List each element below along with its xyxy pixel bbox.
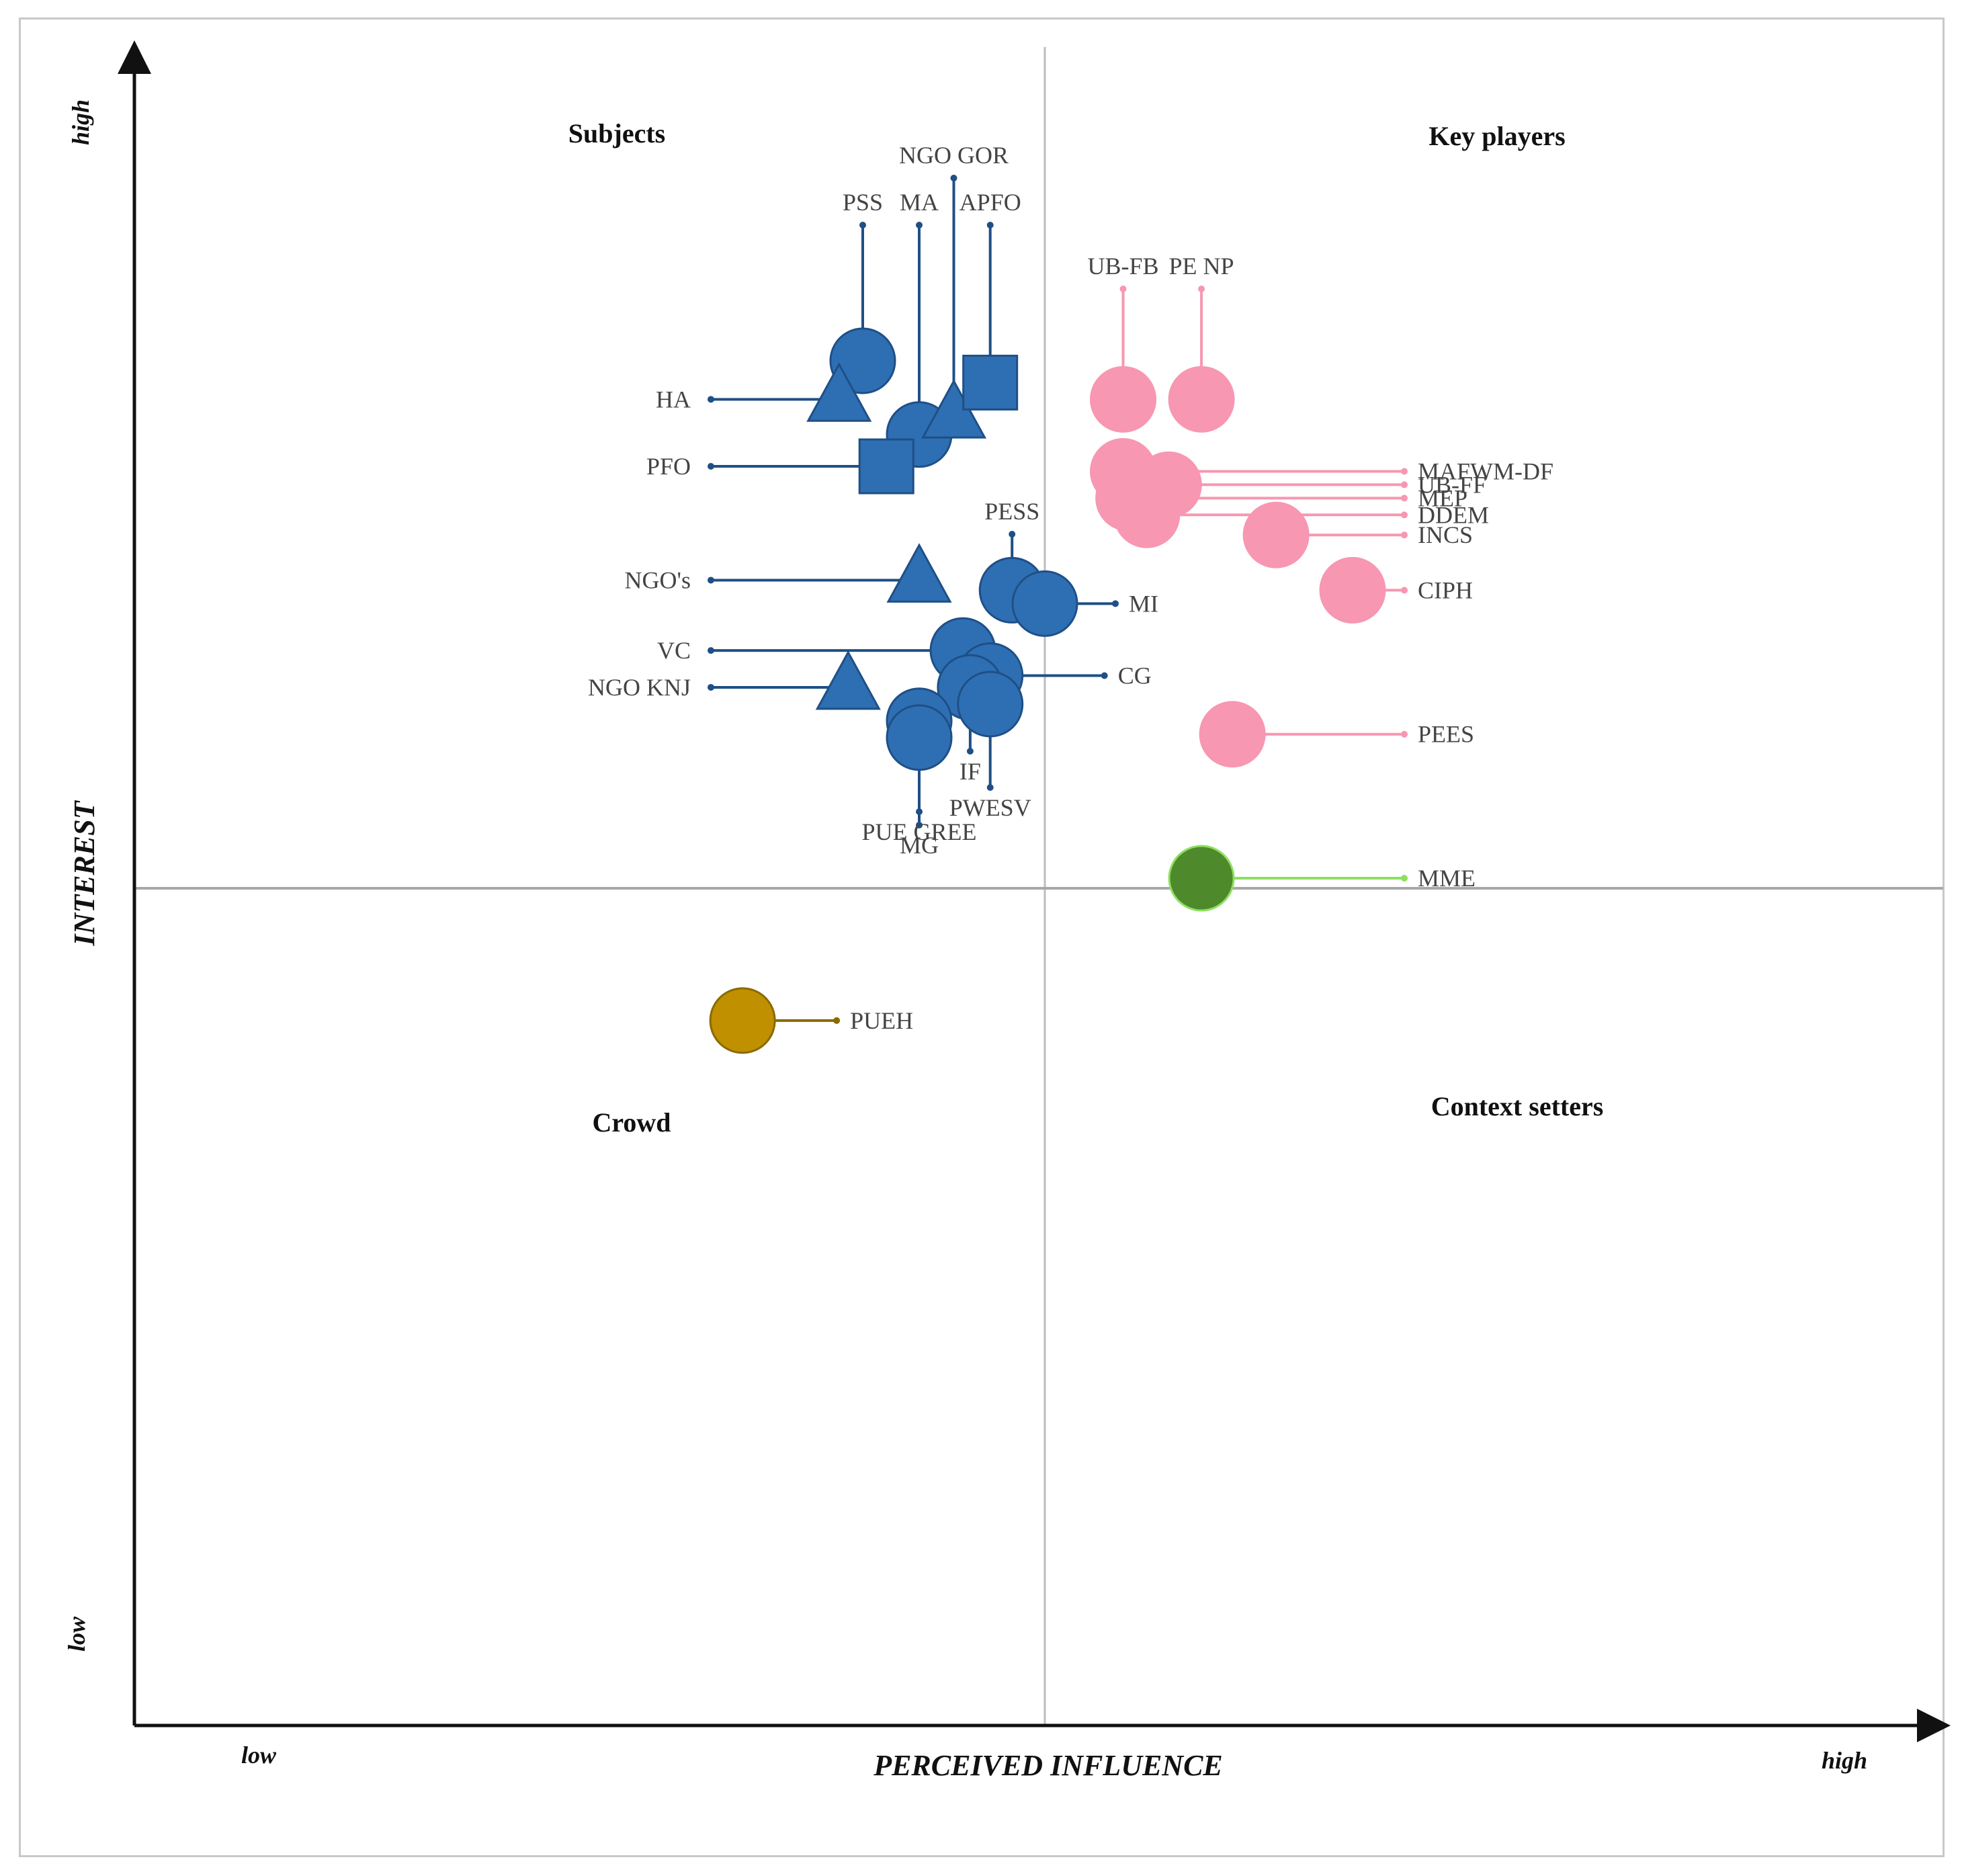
leader-dot-ngo-gor: [950, 175, 957, 181]
point-label-ub-ff: UB-FF: [1418, 471, 1486, 498]
point-labels: PSS MA NGO GOR APFO HA PFO PESS MI NGO's VC CG NGO …: [588, 142, 1553, 1034]
point-label-ciph: CIPH: [1418, 577, 1473, 603]
point-pees: [1199, 701, 1266, 768]
point-label-ddem: DDEM: [1418, 501, 1489, 528]
quadrant-title-context-setters: Context setters: [1431, 1091, 1604, 1121]
leader-dot-pss: [859, 222, 866, 228]
y-axis-high-label: high: [67, 99, 94, 145]
y-axis-title: INTEREST: [68, 800, 101, 946]
point-label-mep: MEP: [1418, 484, 1467, 511]
point-ha: [806, 362, 872, 422]
leader-dot-pees: [1401, 730, 1408, 738]
point-label-ha: HA: [656, 386, 691, 413]
leader-dot-pfo: [708, 463, 714, 470]
point-label-pue-gree: PUE GREE: [862, 818, 977, 845]
leader-dot-mi: [1112, 600, 1119, 607]
point-label-ma: MA: [900, 189, 939, 216]
point-mme: [1168, 845, 1235, 912]
leader-dot-if: [966, 748, 974, 755]
point-label-pueh: PUEH: [850, 1007, 913, 1034]
leader-dot-vc: [708, 647, 714, 654]
point-label-mafwm-df: MAFWM-DF: [1418, 458, 1553, 484]
point-label-pees: PEES: [1418, 721, 1474, 748]
point-label-incs: INCS: [1418, 521, 1473, 548]
leader-dot-mg: [916, 822, 923, 828]
point-mi: [1011, 570, 1078, 637]
point-label-mi: MI: [1129, 590, 1158, 617]
quadrant-title-crowd: Crowd: [592, 1107, 671, 1138]
point-label-apfo: APFO: [959, 189, 1021, 216]
point-ddem: [1113, 481, 1181, 548]
leader-dot-ma: [916, 222, 923, 228]
point-label-ngo-knj: NGO KNJ: [588, 674, 691, 701]
leader-dot-mafwm-df: [1401, 468, 1408, 475]
leader-dot-pe-np: [1198, 286, 1205, 292]
leader-dot-mme: [1401, 875, 1408, 882]
point-label-pfo: PFO: [646, 453, 691, 480]
point-label-ngo-s: NGO's: [625, 566, 691, 593]
x-axis-low-label: low: [241, 1742, 277, 1768]
leader-dot-ub-fb: [1119, 286, 1127, 292]
x-axis-title: PERCEIVED INFLUENCE: [873, 1749, 1223, 1782]
leader-dot-ha: [708, 396, 714, 403]
leader-dot-ddem: [1401, 511, 1408, 519]
leader-dot-ngo-s: [708, 577, 714, 584]
point-pe-np: [1168, 366, 1235, 433]
leader-dot-pueh: [833, 1017, 841, 1024]
point-mg: [886, 704, 953, 771]
point-pwesv: [957, 671, 1024, 738]
leader-dot-ub-ff: [1401, 481, 1408, 488]
leader-dot-pwesv: [986, 784, 994, 791]
point-ngo-s: [886, 543, 952, 603]
point-ub-fb: [1090, 366, 1157, 433]
quadrant-title-subjects: Subjects: [568, 118, 665, 148]
leader-dot-ciph: [1401, 587, 1408, 594]
point-label-pe-np: PE NP: [1169, 253, 1234, 280]
point-label-cg: CG: [1118, 663, 1152, 689]
x-axis-high-label: high: [1822, 1747, 1867, 1774]
point-apfo: [962, 354, 1019, 411]
point-label-if: IF: [959, 758, 981, 785]
quadrant-title-key-players: Key players: [1428, 121, 1565, 151]
point-ngo-knj: [815, 650, 881, 710]
y-axis-low-label: low: [63, 1616, 90, 1652]
point-label-vc: VC: [657, 637, 691, 664]
chart-frame: [19, 17, 1945, 1857]
point-label-mg: MG: [900, 832, 939, 859]
leader-dot-incs: [1401, 531, 1408, 539]
leader-dot-apfo: [986, 222, 994, 228]
leader-dot-mep: [1401, 495, 1408, 502]
data-markers: [709, 327, 1386, 1054]
point-label-mme: MME: [1418, 865, 1476, 892]
leader-dot-pess: [1009, 531, 1016, 538]
leader-dot-ngo-knj: [708, 683, 714, 691]
point-incs: [1242, 501, 1310, 568]
point-label-pwesv: PWESV: [949, 794, 1031, 821]
point-pfo: [858, 438, 914, 495]
leader-dot-cg: [1101, 672, 1108, 679]
point-pueh: [709, 987, 776, 1054]
point-label-pess: PESS: [984, 498, 1039, 525]
point-ciph: [1319, 556, 1386, 624]
point-label-ngo-gor: NGO GOR: [899, 142, 1009, 169]
point-label-ub-fb: UB-FB: [1088, 253, 1159, 280]
point-label-pss: PSS: [843, 189, 883, 216]
